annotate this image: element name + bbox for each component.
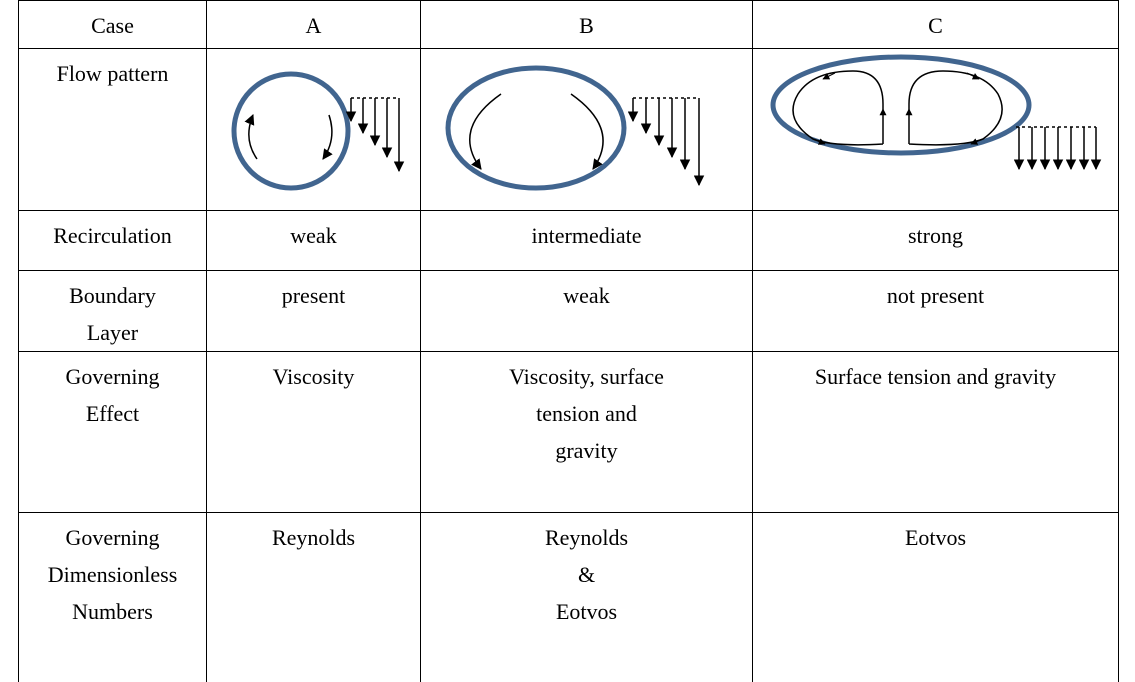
cell: Surface tension and gravity <box>752 351 1119 513</box>
cell: intermediate <box>420 210 753 271</box>
text-line: tension and <box>536 401 637 426</box>
header-cell: B <box>420 0 753 49</box>
table-row: Recirculation weak intermediate strong <box>18 210 1119 271</box>
header-cell: Case <box>18 0 207 49</box>
text-line: Eotvos <box>555 599 618 624</box>
table-row: Governing Dimensionless Numbers Reynolds Rey… <box>18 512 1119 682</box>
text-line: Effect <box>85 401 140 426</box>
text-line: Surface tension and gravity <box>814 364 1057 389</box>
text-line: Boundary <box>69 283 156 308</box>
cell: Reynolds & Eotvos <box>420 512 753 682</box>
row-label: Governing Dimensionless Numbers <box>18 512 207 682</box>
row-label: Governing Effect <box>18 351 207 513</box>
figure-cell <box>420 48 753 211</box>
text-line: strong <box>908 223 963 248</box>
header-cell: A <box>206 0 421 49</box>
cell: Eotvos <box>752 512 1119 682</box>
figure-cell <box>206 48 421 211</box>
figure-cell <box>752 48 1119 211</box>
table-row: Flow pattern <box>18 48 1119 211</box>
text-line: Reynolds <box>271 525 356 550</box>
table-row: Governing Effect Viscosity Viscosity, surfa… <box>18 351 1119 513</box>
text-line: Dimensionless <box>47 562 178 587</box>
text-line: Viscosity <box>272 364 355 389</box>
header-cell: C <box>752 0 1119 49</box>
flow-diagram-c <box>770 54 1102 171</box>
flow-diagram-b <box>445 65 705 191</box>
cell: Viscosity <box>206 351 421 513</box>
cell: Viscosity, surface tension and gravity <box>420 351 753 513</box>
cell: strong <box>752 210 1119 271</box>
text-line: intermediate <box>531 223 642 248</box>
header-row: Case A B C <box>18 0 1119 49</box>
row-label: Recirculation <box>18 210 207 271</box>
text-line: gravity <box>555 438 618 463</box>
text-line: present <box>281 283 346 308</box>
row-label: Flow pattern <box>18 48 207 211</box>
row-label: Boundary Layer <box>18 270 207 352</box>
text-line: not present <box>886 283 985 308</box>
text-line: weak <box>290 223 337 248</box>
flow-diagram-a <box>231 71 405 191</box>
text-line: weak <box>563 283 610 308</box>
cell: weak <box>420 270 753 352</box>
cell: not present <box>752 270 1119 352</box>
text-line: Governing <box>65 364 160 389</box>
cell: weak <box>206 210 421 271</box>
text-line: Reynolds <box>544 525 629 550</box>
text-line: Viscosity, surface <box>509 364 664 389</box>
text-line: Numbers <box>72 599 153 624</box>
cell: present <box>206 270 421 352</box>
text-line: Recirculation <box>53 223 172 248</box>
text-line: & <box>577 562 596 587</box>
text-line: Governing <box>65 525 160 550</box>
text-line: Layer <box>86 320 139 345</box>
text-line: Flow pattern <box>56 61 169 86</box>
text-line: Eotvos <box>904 525 967 550</box>
table-row: Boundary Layer present weak not present <box>18 270 1119 352</box>
cell: Reynolds <box>206 512 421 682</box>
comparison-table: Case A B C Flow pattern Recirculation weak int… <box>18 0 1119 682</box>
